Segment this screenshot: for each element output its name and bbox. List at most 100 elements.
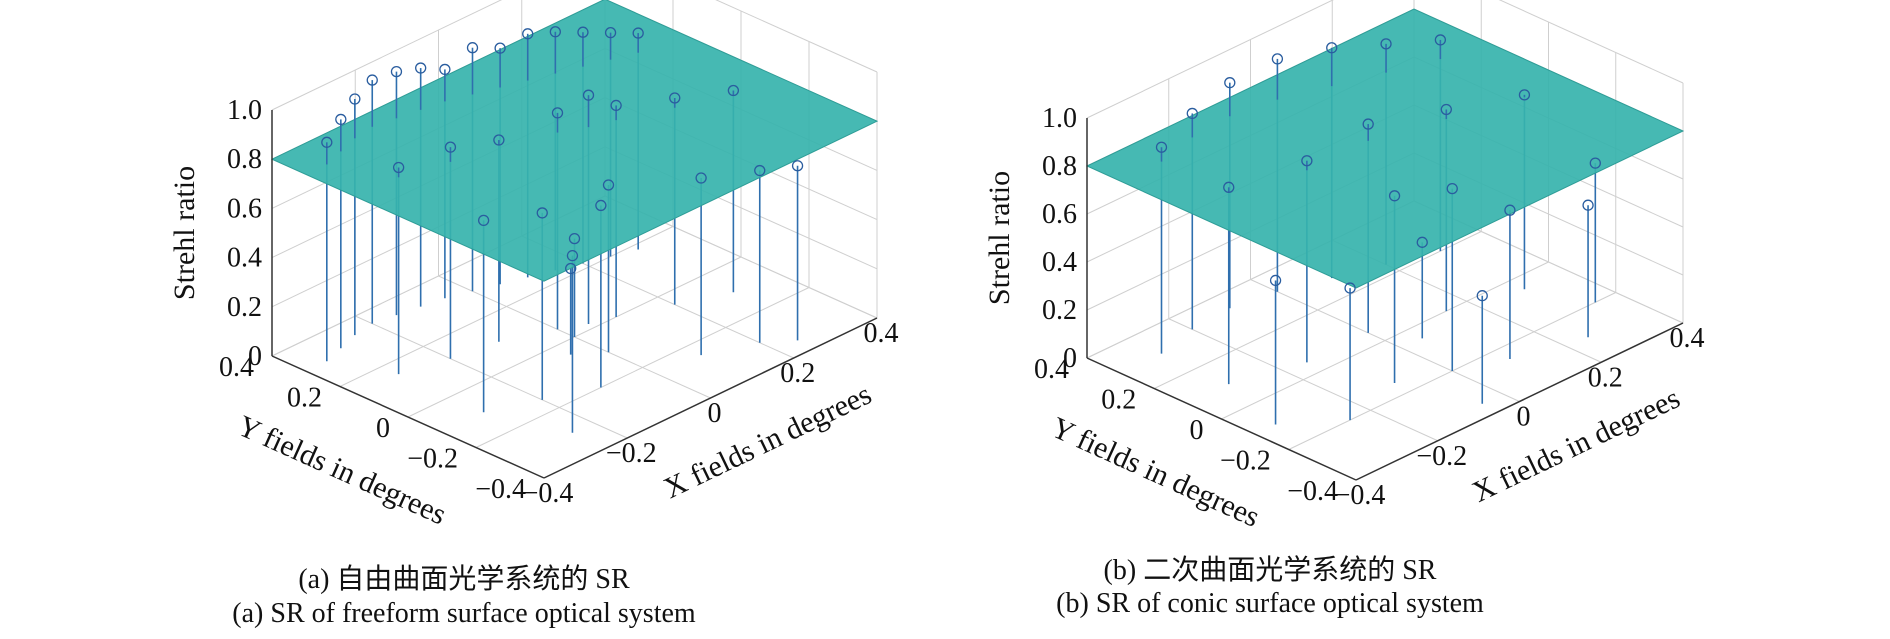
z-tick-label: 0: [1063, 343, 1077, 374]
x-tick-label: −0.2: [1416, 441, 1467, 472]
stem-marker: [549, 26, 561, 38]
z-tick-label: 0.4: [227, 243, 262, 274]
stem-marker: [669, 92, 681, 104]
stem-marker: [1344, 282, 1356, 294]
z-tick-label: 0.8: [227, 144, 262, 175]
x-tick-label: 0.2: [1588, 362, 1623, 393]
stem-marker: [791, 160, 804, 172]
z-tick-label: 1.0: [1042, 103, 1077, 134]
y-tick-label: −0.4: [475, 474, 526, 505]
y-tick-label: −0.2: [407, 444, 458, 475]
axes: [271, 110, 878, 479]
stem-marker: [568, 232, 581, 245]
y-axis: [1086, 357, 1357, 481]
z-tick-label: 1.0: [227, 95, 262, 126]
panel-b-caption-cn: (b) 二次曲面光学系统的 SR: [1103, 555, 1437, 586]
z-tick-label: 0.6: [1042, 199, 1077, 230]
stem-marker: [415, 62, 427, 74]
gridline: [1221, 261, 1549, 420]
stems-above: [321, 26, 804, 275]
stem-marker: [1388, 190, 1401, 202]
x-axis-label: X fields in degrees: [1467, 382, 1685, 509]
z-tick-label: 0.4: [1042, 247, 1077, 278]
stem-marker: [494, 42, 506, 54]
stem-marker: [477, 214, 490, 227]
x-tick-label: 0: [708, 398, 722, 429]
z-tick-label: 0.2: [227, 292, 262, 323]
stem-marker: [604, 26, 617, 39]
stem-marker: [727, 84, 740, 97]
stem-marker: [1301, 155, 1313, 167]
stem-marker: [595, 199, 607, 212]
stem-marker: [1155, 141, 1168, 153]
stem-marker: [1223, 181, 1235, 193]
stem-marker: [602, 179, 615, 191]
panel-a-caption-en: (a) SR of freeform surface optical syste…: [232, 598, 696, 629]
stem-marker: [366, 74, 378, 86]
stem-marker: [1582, 199, 1594, 211]
y-tick-label: 0.2: [287, 383, 322, 414]
y-tick-label: 0: [376, 413, 390, 444]
stem-marker: [1476, 290, 1488, 302]
stem-marker: [1326, 42, 1338, 54]
stem-marker: [493, 134, 505, 146]
gridline: [339, 226, 674, 387]
x-tick-label: 0.4: [1670, 323, 1705, 354]
stem-marker: [536, 207, 548, 219]
y-axis: [271, 355, 545, 479]
z-tick-label: 0.6: [227, 193, 262, 224]
stem-marker: [321, 136, 333, 148]
tick-labels: −0.4−0.200.20.4−0.4−0.200.20.400.20.40.6…: [1034, 103, 1705, 511]
stem-marker: [1362, 118, 1374, 130]
stem-marker: [577, 26, 589, 38]
stem-marker: [1589, 157, 1601, 169]
stem-marker: [1271, 53, 1284, 65]
x-tick-label: −0.4: [1335, 480, 1386, 511]
stem-marker: [1434, 34, 1447, 46]
stem-marker: [466, 42, 479, 54]
z-axis-label: Strehl ratio: [983, 171, 1016, 305]
x-axis-label: X fields in degrees: [659, 378, 877, 506]
stem-marker: [582, 89, 595, 101]
x-axis: [543, 317, 878, 479]
y-tick-label: 0.4: [219, 352, 254, 383]
x-tick-label: −0.4: [523, 478, 574, 509]
stem-marker: [632, 27, 644, 39]
stem-marker: [565, 262, 577, 275]
stem-marker: [1518, 89, 1531, 101]
stem-marker: [610, 99, 622, 112]
stem-marker: [1380, 38, 1392, 50]
panel-b-chart: −0.4−0.200.20.4−0.4−0.200.20.400.20.40.6…: [983, 0, 1705, 534]
z-tick-label: 0.8: [1042, 151, 1077, 182]
stems-above: [1155, 34, 1601, 302]
stem-marker: [1224, 77, 1236, 89]
y-tick-label: 0.2: [1101, 385, 1136, 416]
z-tick-label: 0.2: [1042, 295, 1077, 326]
gridline: [1086, 0, 1334, 119]
panel-a-caption-cn: (a) 自由曲面光学系统的 SR: [298, 564, 630, 595]
y-tick-label: 0.4: [1034, 354, 1069, 385]
axes: [1086, 118, 1684, 481]
stem-marker: [439, 63, 451, 76]
stem-marker: [444, 141, 457, 153]
stem-marker: [390, 65, 403, 78]
gridline: [271, 0, 503, 111]
y-tick-label: 0: [1190, 415, 1204, 446]
tick-labels: −0.4−0.200.20.4−0.4−0.200.20.400.20.40.6…: [219, 95, 899, 509]
x-tick-label: 0.4: [864, 318, 899, 349]
y-tick-label: −0.4: [1287, 476, 1338, 507]
stem-marker: [1446, 182, 1458, 195]
stem-marker: [1416, 236, 1428, 248]
plane-surface: [1085, 8, 1685, 289]
z-axis-label: Strehl ratio: [168, 166, 201, 300]
stem-marker: [392, 161, 405, 174]
stem-marker: [551, 107, 564, 119]
stem-marker: [754, 164, 766, 177]
stem-marker: [1440, 103, 1452, 116]
x-axis: [1355, 322, 1684, 481]
stem-marker: [1269, 274, 1282, 287]
x-tick-label: 0: [1517, 402, 1531, 433]
z-tick-label: 0: [248, 341, 262, 372]
stem-marker: [335, 113, 347, 126]
stem-marker: [349, 93, 361, 105]
